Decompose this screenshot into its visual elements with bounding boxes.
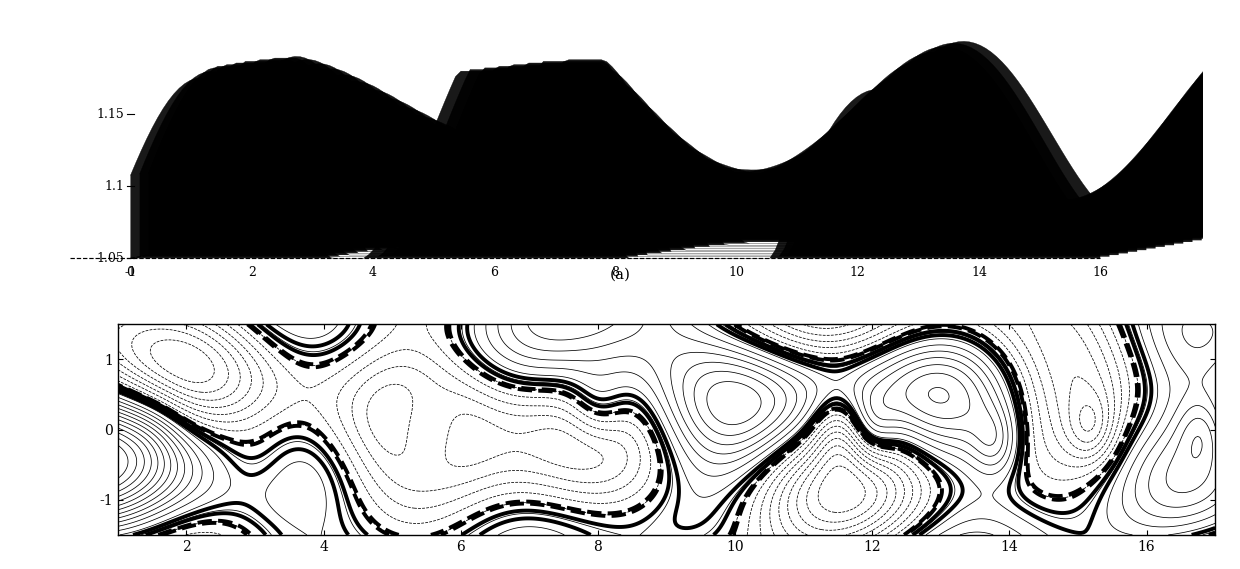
Polygon shape xyxy=(250,68,1220,237)
Polygon shape xyxy=(186,61,1156,249)
Polygon shape xyxy=(296,42,1240,229)
Polygon shape xyxy=(176,63,1146,250)
Polygon shape xyxy=(149,68,1118,255)
Text: 12: 12 xyxy=(849,266,866,279)
Polygon shape xyxy=(130,71,1100,258)
Polygon shape xyxy=(223,60,1193,242)
Text: 1.15: 1.15 xyxy=(97,108,124,121)
Text: 1.1: 1.1 xyxy=(104,180,124,193)
Polygon shape xyxy=(167,65,1137,252)
Polygon shape xyxy=(195,60,1164,247)
Polygon shape xyxy=(324,37,1240,224)
Text: 0: 0 xyxy=(126,266,134,279)
Text: 6: 6 xyxy=(490,266,498,279)
Text: 14: 14 xyxy=(971,266,987,279)
Polygon shape xyxy=(315,39,1240,226)
Polygon shape xyxy=(205,58,1174,245)
Polygon shape xyxy=(334,35,1240,222)
Text: 16: 16 xyxy=(1092,266,1109,279)
Polygon shape xyxy=(288,43,1240,230)
Text: 1: 1 xyxy=(348,226,356,240)
Polygon shape xyxy=(352,32,1240,219)
Polygon shape xyxy=(269,47,1239,234)
Text: 2: 2 xyxy=(248,266,255,279)
Polygon shape xyxy=(232,64,1202,240)
Text: 8: 8 xyxy=(611,266,619,279)
Text: -1: -1 xyxy=(124,266,136,279)
Text: 0: 0 xyxy=(237,246,246,259)
Text: 4: 4 xyxy=(368,266,377,279)
Polygon shape xyxy=(241,69,1211,239)
Text: 1.05: 1.05 xyxy=(97,252,124,265)
Polygon shape xyxy=(342,34,1240,221)
Text: (a): (a) xyxy=(610,268,630,282)
Polygon shape xyxy=(259,56,1229,236)
Polygon shape xyxy=(306,40,1240,227)
Polygon shape xyxy=(278,45,1240,232)
Polygon shape xyxy=(213,56,1183,244)
Polygon shape xyxy=(159,66,1128,253)
Polygon shape xyxy=(140,69,1110,257)
Text: 10: 10 xyxy=(729,266,744,279)
